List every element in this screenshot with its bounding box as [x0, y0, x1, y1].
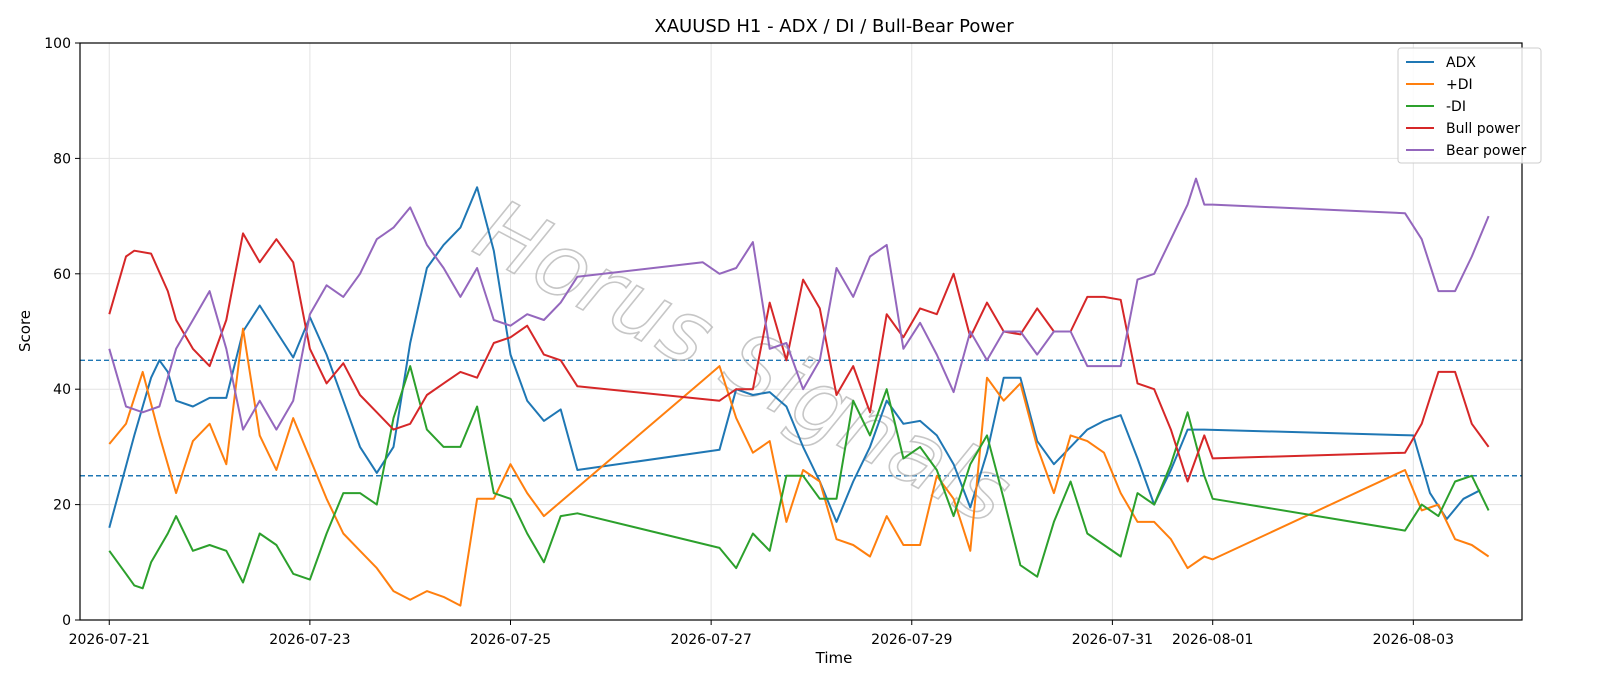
series-line-plusminus-di	[108, 327, 1490, 607]
x-tick-label: 2026-07-31	[1072, 632, 1153, 648]
series-line-bull-power	[108, 232, 1490, 483]
y-tick-label: 60	[53, 267, 71, 283]
y-tick-label: 40	[53, 382, 71, 398]
x-tick-label: 2026-07-29	[871, 632, 952, 648]
plot-frame	[79, 42, 1523, 621]
legend-label: Bear power	[1446, 143, 1527, 159]
legend-label: +DI	[1446, 77, 1473, 93]
chart-title: XAUUSD H1 - ADX / DI / Bull-Bear Power	[654, 16, 1014, 37]
series-line-bear-power	[108, 177, 1490, 431]
series-lines	[108, 177, 1490, 607]
y-tick-label: 100	[44, 36, 71, 52]
y-tick-label: 80	[53, 151, 71, 167]
series-line-adx	[108, 186, 1481, 528]
y-tick-label: 20	[53, 498, 71, 514]
x-axis-title: Time	[815, 649, 853, 667]
y-axis-title: Score	[16, 310, 34, 352]
x-tick-label: 2026-08-03	[1373, 632, 1454, 648]
legend-label: Bull power	[1446, 121, 1520, 137]
x-tick-label: 2026-07-21	[69, 632, 150, 648]
watermark-text: Horus Signals	[460, 180, 1026, 544]
x-tick-label: 2026-07-27	[670, 632, 751, 648]
watermark: Horus Signals	[459, 179, 1027, 545]
legend-label: ADX	[1446, 55, 1476, 71]
series-line-minus-di	[108, 365, 1490, 590]
x-axis: 2026-07-21 2026-07-23 2026-07-25 2026-07-27…	[69, 620, 1454, 648]
y-axis: 0 20 40 60 80 100	[44, 36, 80, 629]
x-tick-label: 2026-08-01	[1172, 632, 1253, 648]
legend-label: -DI	[1446, 99, 1466, 115]
legend-box	[1397, 47, 1542, 164]
legend: ADX +DI -DI Bull power Bear power	[1397, 47, 1542, 164]
x-tick-label: 2026-07-25	[470, 632, 551, 648]
x-tick-label: 2026-07-23	[269, 632, 350, 648]
grid	[80, 42, 1522, 621]
y-tick-label: 0	[62, 613, 71, 629]
